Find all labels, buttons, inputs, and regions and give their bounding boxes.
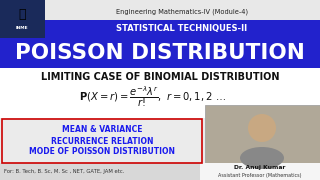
Text: RECURRENCE RELATION: RECURRENCE RELATION (51, 136, 153, 145)
Circle shape (248, 114, 276, 142)
Text: POISSON DISTRIBUTION: POISSON DISTRIBUTION (15, 43, 305, 63)
Bar (200, 163, 320, 180)
Bar (45, 0, 320, 38)
Text: For: B. Tech, B. Sc, M. Sc , NET, GATE, JAM etc.: For: B. Tech, B. Sc, M. Sc , NET, GATE, … (4, 170, 124, 174)
Bar (0, 38, 320, 68)
Text: LIMITING CASE OF BINOMIAL DISTRIBUTION: LIMITING CASE OF BINOMIAL DISTRIBUTION (41, 72, 279, 82)
Text: STATISTICAL TECHNIQUES-II: STATISTICAL TECHNIQUES-II (116, 24, 248, 33)
Bar (205, 105, 320, 165)
Bar (0, 163, 320, 180)
Text: MEAN & VARIANCE: MEAN & VARIANCE (62, 125, 142, 134)
Text: Engineering Mathematics-IV (Module-4): Engineering Mathematics-IV (Module-4) (116, 9, 248, 15)
Text: INME: INME (16, 26, 28, 30)
Text: Assistant Professor (Mathematics): Assistant Professor (Mathematics) (218, 172, 302, 177)
Bar (0, 68, 320, 120)
Ellipse shape (240, 147, 284, 169)
Text: Dr. Anuj Kumar: Dr. Anuj Kumar (234, 165, 286, 170)
Bar (0, 0, 45, 38)
Bar (45, 20, 320, 38)
Text: $\mathbf{P}(X = r) = \dfrac{e^{-\lambda}\lambda^r}{r!},\ r = 0, 1, 2\ \ldots$: $\mathbf{P}(X = r) = \dfrac{e^{-\lambda}… (78, 85, 226, 109)
Bar (0, 118, 205, 165)
Text: 🌲: 🌲 (18, 8, 26, 21)
Text: MODE OF POISSON DISTRIBUTION: MODE OF POISSON DISTRIBUTION (29, 147, 175, 156)
